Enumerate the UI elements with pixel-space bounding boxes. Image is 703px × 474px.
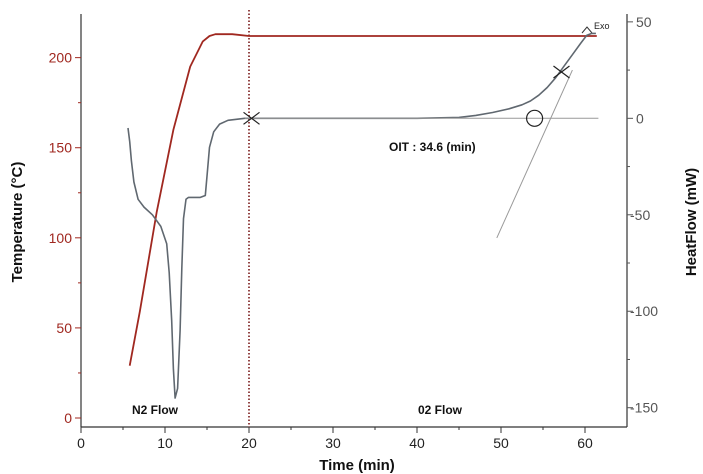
y-right-tick-label: 0 <box>636 110 644 126</box>
y-right-tick-label: 50 <box>636 14 652 30</box>
label-layer: OIT : 34.6 (min) N2 Flow 02 Flow Exo Tim… <box>9 21 700 474</box>
y-right-tick-label: -100 <box>630 303 658 319</box>
y-right-tick-label: -150 <box>630 400 658 416</box>
tangent-line <box>496 69 573 239</box>
x-tick-label: 30 <box>325 435 341 451</box>
x-marker-stroke <box>243 111 260 125</box>
y-right-tick-label: -50 <box>630 207 650 223</box>
x-axis-title: Time (min) <box>319 457 395 474</box>
n2-flow-label: N2 Flow <box>132 403 179 417</box>
onset-circle-marker <box>525 109 544 127</box>
x-tick-label: 10 <box>157 435 173 451</box>
x-tick-label: 20 <box>241 435 257 451</box>
left-axis-title: Temperature (°C) <box>9 162 26 283</box>
y-left-tick-label: 50 <box>56 320 72 336</box>
x-marker <box>243 111 260 125</box>
x-tick-label: 60 <box>577 435 593 451</box>
oit-annotation: OIT : 34.6 (min) <box>389 140 476 154</box>
data-layer <box>127 10 599 427</box>
exo-caret-icon <box>581 26 593 34</box>
y-left-tick-label: 100 <box>49 230 73 246</box>
y-left-tick-label: 200 <box>49 50 73 66</box>
axes-layer: 0 10 20 30 40 50 60 0 50 100 150 200 50 0 -50 -100 -150 <box>49 14 659 451</box>
x-marker <box>553 65 570 79</box>
x-tick-label: 0 <box>77 435 85 451</box>
exo-label: Exo <box>594 21 610 31</box>
o2-flow-label: 02 Flow <box>418 403 463 417</box>
y-left-tick-label: 0 <box>64 410 72 426</box>
y-left-tick-label: 150 <box>49 140 73 156</box>
x-marker-stroke <box>553 65 570 79</box>
heatflow-line <box>127 32 596 399</box>
temperature-line <box>128 33 597 366</box>
right-axis-title: HeatFlow (mW) <box>683 168 700 276</box>
x-tick-label: 50 <box>493 435 509 451</box>
x-tick-label: 40 <box>409 435 425 451</box>
